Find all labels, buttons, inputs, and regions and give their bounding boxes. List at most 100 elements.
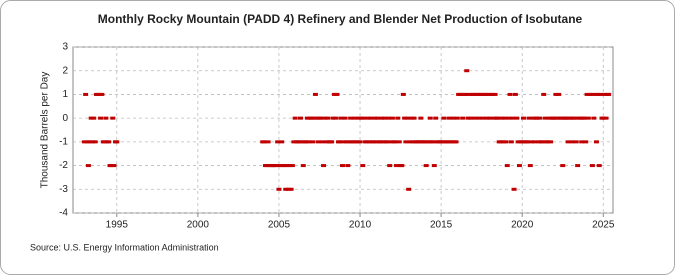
point <box>565 140 571 144</box>
point <box>560 164 566 168</box>
point <box>368 116 374 120</box>
point <box>499 116 505 120</box>
point <box>98 116 104 120</box>
point <box>341 140 347 144</box>
x-tick-label: 1995 <box>106 220 129 231</box>
point <box>519 140 525 144</box>
point <box>525 140 531 144</box>
point <box>348 116 354 120</box>
point <box>372 116 378 120</box>
point <box>345 164 351 168</box>
point <box>314 116 320 120</box>
point <box>281 164 287 168</box>
point <box>464 69 470 73</box>
point <box>318 116 324 120</box>
point <box>315 140 321 144</box>
point <box>395 116 401 120</box>
y-tick-label: 0 <box>62 113 68 124</box>
point <box>365 116 371 120</box>
point <box>379 116 385 120</box>
point <box>439 140 445 144</box>
point <box>593 140 599 144</box>
point <box>553 92 559 96</box>
point <box>385 116 391 120</box>
point <box>342 116 348 120</box>
point <box>387 164 393 168</box>
point <box>333 116 339 120</box>
point <box>527 164 533 168</box>
point <box>402 116 408 120</box>
point <box>84 140 90 144</box>
point <box>375 116 381 120</box>
point <box>85 164 91 168</box>
point <box>408 116 414 120</box>
point <box>589 164 595 168</box>
point <box>514 116 520 120</box>
source: Source: U.S. Energy Information Administ… <box>30 242 219 252</box>
y-tick-label: -2 <box>59 160 68 171</box>
point <box>81 140 87 144</box>
point <box>89 140 95 144</box>
point <box>92 140 98 144</box>
point <box>394 164 400 168</box>
point <box>337 140 343 144</box>
point <box>392 140 398 144</box>
point <box>422 140 428 144</box>
point <box>360 164 366 168</box>
point <box>330 116 336 120</box>
point <box>96 92 102 96</box>
point <box>512 92 518 96</box>
point <box>403 140 409 144</box>
y-tick-label: 1 <box>62 89 68 100</box>
point <box>102 140 108 144</box>
point <box>357 140 363 144</box>
point <box>460 116 466 120</box>
point <box>400 92 406 96</box>
point <box>465 116 471 120</box>
point <box>292 116 298 120</box>
point <box>111 164 117 168</box>
point <box>310 140 316 144</box>
point <box>487 116 493 120</box>
point <box>388 140 394 144</box>
point <box>356 116 362 120</box>
y-tick-label: -1 <box>59 136 68 147</box>
point <box>275 140 281 144</box>
point <box>541 92 547 96</box>
point <box>516 164 522 168</box>
point <box>346 140 352 144</box>
point <box>530 116 536 120</box>
point <box>384 140 390 144</box>
point <box>554 116 560 120</box>
point <box>322 116 328 120</box>
point <box>338 116 344 120</box>
point <box>558 116 564 120</box>
point <box>450 116 456 120</box>
point <box>510 116 516 120</box>
point <box>498 140 504 144</box>
point <box>380 140 386 144</box>
x-tick-label: 2025 <box>592 220 615 231</box>
point <box>334 92 340 96</box>
point <box>490 92 496 96</box>
point <box>515 140 521 144</box>
point <box>273 164 279 168</box>
point <box>569 140 575 144</box>
point <box>352 116 358 120</box>
point <box>296 140 302 144</box>
point <box>91 116 97 120</box>
point <box>289 164 295 168</box>
point <box>471 92 477 96</box>
point <box>323 140 329 144</box>
point <box>506 116 512 120</box>
point <box>304 116 310 120</box>
point <box>361 116 367 120</box>
point <box>110 116 116 120</box>
point <box>511 187 517 191</box>
point <box>531 140 537 144</box>
point <box>389 116 395 120</box>
point <box>300 164 306 168</box>
point <box>370 140 376 144</box>
point <box>264 164 270 168</box>
